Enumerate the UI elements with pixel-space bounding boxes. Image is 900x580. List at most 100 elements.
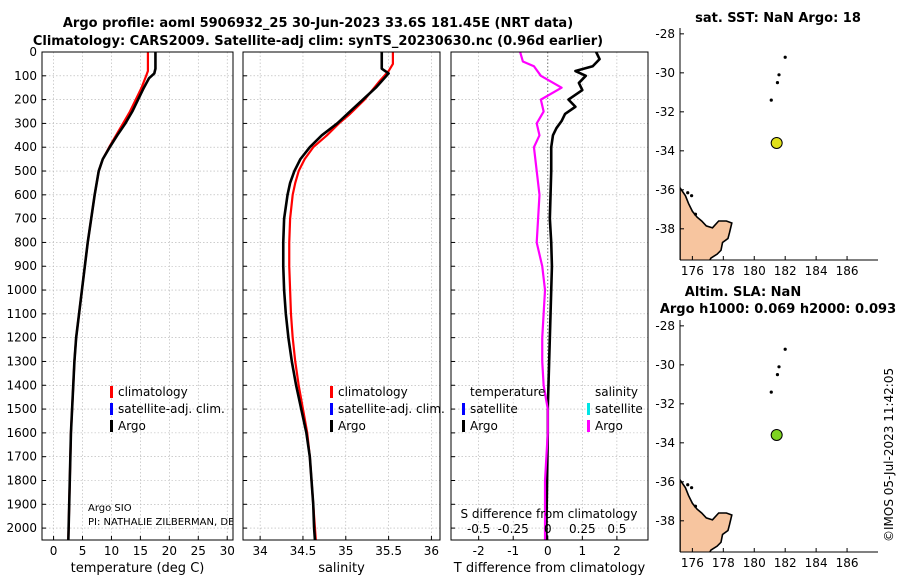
map-x-tick-label: 186 xyxy=(836,264,859,278)
coastal-islet xyxy=(693,212,698,216)
land-north-island xyxy=(680,478,733,552)
temperature-panel: 0 5 10 15 20 25 300100200300400500600700800900… xyxy=(6,45,234,576)
map-x-tick-label: 180 xyxy=(743,264,766,278)
x-tick-label: -1 xyxy=(507,544,519,558)
legend-label-sal-satellite: satellite xyxy=(595,402,643,416)
x-tick-label: 35 xyxy=(338,544,353,558)
series-line-argo xyxy=(67,52,157,540)
y-tick-label: 1700 xyxy=(6,450,37,464)
y-tick-label: 600 xyxy=(14,188,37,202)
figure-title-line1: Argo profile: aoml 5906932_25 30-Jun-202… xyxy=(63,16,573,31)
island-marker xyxy=(777,73,781,77)
map-y-tick-label: -30 xyxy=(655,358,675,372)
x-tick-label: 5 xyxy=(79,544,87,558)
island-marker xyxy=(769,390,773,394)
y-tick-label: 1600 xyxy=(6,426,37,440)
x-axis-label: temperature (deg C) xyxy=(71,561,205,576)
y-tick-label: 1400 xyxy=(6,378,37,392)
y-tick-label: 1800 xyxy=(6,473,37,487)
coastal-islet xyxy=(693,504,698,508)
x-tick-label: 10 xyxy=(104,544,119,558)
island-marker xyxy=(775,372,780,377)
y-tick-label: 200 xyxy=(14,93,37,107)
difference-panel: -2 -1 0 1 2 T difference from climatology S di… xyxy=(450,51,649,576)
secondary-tick-label: -0.25 xyxy=(498,522,529,536)
y-tick-label: 1100 xyxy=(6,307,37,321)
map-y-tick-label: -36 xyxy=(655,183,675,197)
y-tick-label: 100 xyxy=(14,69,37,83)
float-position-marker xyxy=(770,429,783,442)
credit-org: Argo SIO xyxy=(88,503,132,514)
x-tick-label: 34.5 xyxy=(290,544,317,558)
legend-swatch-sal-argo xyxy=(587,420,590,432)
island-marker xyxy=(783,347,787,351)
legend-swatch-argo xyxy=(110,420,113,432)
legend-swatch-climatology xyxy=(110,386,113,398)
legend-label-argo: Argo xyxy=(338,419,366,433)
x-tick-label: -2 xyxy=(473,544,485,558)
x-axis-label: salinity xyxy=(318,561,365,576)
map-title: sat. SST: NaN Argo: 18 xyxy=(695,11,861,26)
plot-frame xyxy=(242,51,441,541)
coastal-islet xyxy=(690,194,694,198)
secondary-tick-label: 0 xyxy=(544,522,552,536)
x-tick-label: 0 xyxy=(544,544,552,558)
series-line-salinity-argo xyxy=(519,52,563,540)
legend-swatch-sal-satellite xyxy=(587,403,590,415)
map-y-tick-label: -28 xyxy=(655,27,675,41)
map-y-tick-label: -34 xyxy=(655,436,675,450)
map-x-tick-label: 176 xyxy=(681,264,704,278)
map-y-tick-label: -34 xyxy=(655,144,675,158)
x-tick-label: 35.5 xyxy=(375,544,402,558)
legend-swatch-temp-satellite xyxy=(462,403,465,415)
sla-map: 176 178 180 182 184 186 -28 -30 -32 -34 -36 -38 Alti… xyxy=(655,285,896,570)
y-tick-label: 1500 xyxy=(6,402,37,416)
coastal-islet xyxy=(686,191,690,195)
x-tick-label: 15 xyxy=(133,544,148,558)
salinity-legend: climatology satellite-adj. clim. Argo xyxy=(330,385,445,433)
legend-label-satellite: satellite-adj. clim. xyxy=(118,402,225,416)
plot-frame xyxy=(450,51,649,541)
y-tick-label: 400 xyxy=(14,140,37,154)
island-marker xyxy=(769,98,773,102)
x-axis-label: T difference from climatology xyxy=(453,561,646,576)
plot-frame xyxy=(41,51,234,541)
temperature-legend: climatology satellite-adj. clim. Argo xyxy=(110,385,225,433)
legend-swatch-satellite xyxy=(330,403,333,415)
float-position-marker xyxy=(770,137,783,150)
legend-label-climatology: climatology xyxy=(118,385,188,399)
x-tick-label: 30 xyxy=(220,544,235,558)
legend-label-climatology: climatology xyxy=(338,385,408,399)
map-x-tick-label: 178 xyxy=(712,556,735,570)
series-line-argo xyxy=(281,52,390,540)
series-line-temperature-argo xyxy=(545,52,601,540)
island-marker xyxy=(775,80,780,85)
series-line-climatology xyxy=(288,52,394,540)
legend-label-temp-satellite: satellite xyxy=(470,402,518,416)
x-tick-label: 36 xyxy=(424,544,439,558)
map-x-tick-label: 180 xyxy=(743,556,766,570)
island-marker xyxy=(783,55,787,59)
legend-header-salinity: salinity xyxy=(595,385,638,399)
y-tick-label: 500 xyxy=(14,164,37,178)
y-tick-label: 0 xyxy=(29,45,37,59)
map-x-tick-label: 182 xyxy=(774,264,797,278)
x-tick-label: 25 xyxy=(191,544,206,558)
map-y-tick-label: -32 xyxy=(655,397,675,411)
y-tick-label: 900 xyxy=(14,259,37,273)
map-x-tick-label: 182 xyxy=(774,556,797,570)
map-y-tick-label: -28 xyxy=(655,319,675,333)
legend-label-temp-argo: Argo xyxy=(470,419,498,433)
y-tick-label: 1200 xyxy=(6,331,37,345)
figure-title-line2: Climatology: CARS2009. Satellite-adj cli… xyxy=(33,34,603,49)
x-tick-label: 20 xyxy=(162,544,177,558)
credit-pi: PI: NATHALIE ZILBERMAN, DE xyxy=(88,517,234,528)
coastal-islet xyxy=(686,483,690,487)
map-x-tick-label: 184 xyxy=(805,264,828,278)
map-x-tick-label: 184 xyxy=(805,556,828,570)
y-tick-label: 700 xyxy=(14,212,37,226)
x-tick-label: 2 xyxy=(613,544,621,558)
y-tick-label: 1300 xyxy=(6,354,37,368)
legend-swatch-satellite xyxy=(110,403,113,415)
